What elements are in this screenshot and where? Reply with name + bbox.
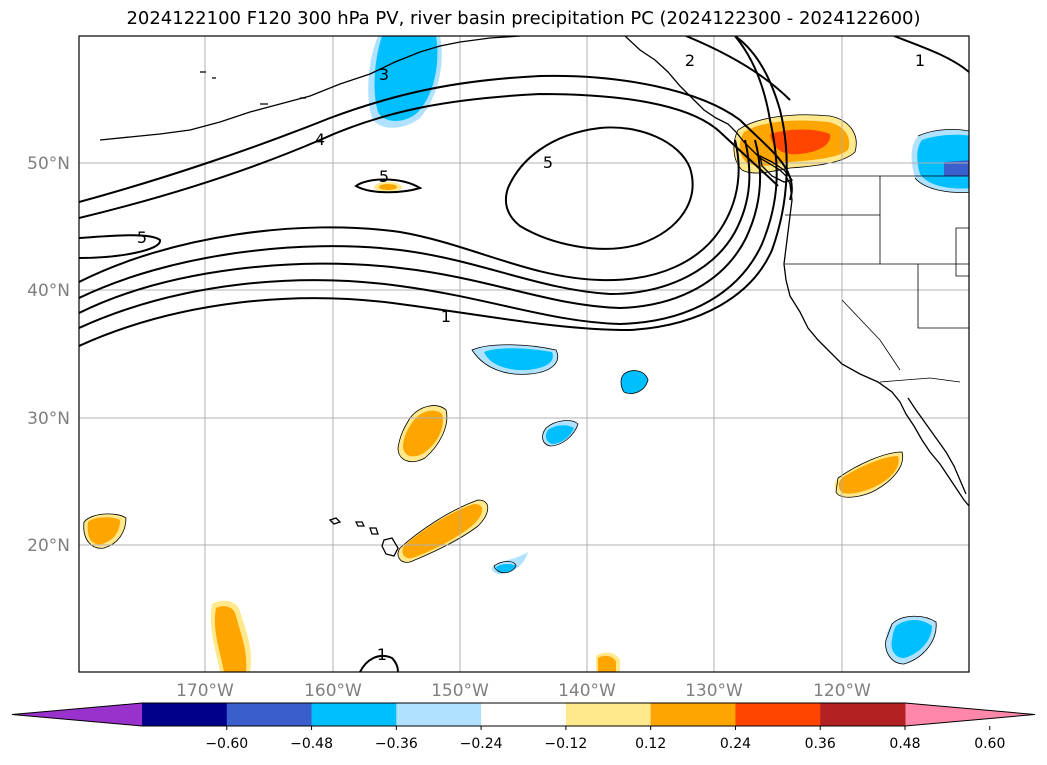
colorbar-bin [650, 703, 736, 726]
negative-area [374, 36, 438, 121]
contour-label: 2 [685, 51, 695, 70]
map-frame [78, 35, 970, 673]
colorbar-tick-label: −0.48 [290, 736, 333, 752]
lat-label-30n: 30°N [27, 409, 70, 429]
pv-contour-1c [79, 36, 788, 347]
positive-area [838, 456, 899, 494]
shading-outlines [83, 114, 969, 665]
lat-label-50n: 50°N [27, 154, 70, 174]
lon-label-140w: 140°W [558, 681, 616, 701]
colorbar-bin [481, 703, 567, 726]
lon-label-150w: 150°W [431, 681, 489, 701]
colorbar-tick-label: 0.12 [635, 736, 666, 752]
pv-contour-5-center [505, 126, 694, 250]
colorbar-bin [565, 703, 652, 726]
pv-contour-3 [79, 139, 740, 283]
colorbar-tick-label: −0.24 [460, 736, 503, 752]
contour-label: 1 [377, 645, 387, 664]
aleutian-coast [99, 41, 461, 141]
map-area: 3 4 5 5 5 1 2 1 1 [79, 36, 969, 672]
colorbar-extend-min [12, 703, 142, 726]
gridlines [79, 36, 969, 672]
colorbar-tick-label: −0.36 [375, 736, 418, 752]
us-mexico-border [879, 377, 961, 383]
pv-contours [79, 36, 969, 672]
colorbar-bin [820, 703, 906, 726]
bc-coast [624, 36, 791, 185]
contour-label: 1 [441, 307, 451, 326]
latitude-labels: 50°N 40°N 30°N 20°N [27, 154, 70, 556]
negative-area [484, 348, 553, 371]
precipitation-shading [83, 36, 969, 672]
lon-label-160w: 160°W [304, 681, 362, 701]
lat-label-40n: 40°N [27, 281, 70, 301]
negative-area [496, 563, 516, 573]
state-line-nv [917, 264, 969, 329]
positive-area [402, 410, 443, 457]
positive-area [87, 517, 120, 545]
figure-title: 2024122100 F120 300 hPa PV, river basin … [126, 8, 921, 29]
contour-label: 5 [137, 228, 147, 247]
contour-labels: 3 4 5 5 5 1 2 1 1 [137, 51, 925, 664]
strong-negative-area [944, 160, 969, 176]
colorbar-bin [396, 703, 482, 726]
colorbar-tick-label: 0.48 [889, 736, 920, 752]
colorbar-bin [311, 703, 397, 726]
contour-label: 4 [315, 130, 325, 149]
pv-contour-1-bottom [359, 654, 399, 672]
pv-contour-1 [79, 139, 762, 314]
pv-contour-4b [79, 92, 779, 219]
negative-area [621, 370, 648, 394]
colorbar-bin [142, 703, 228, 726]
colorbar-tick-label: 0.36 [805, 736, 836, 752]
colorbar-tick-label: −0.60 [205, 736, 248, 752]
contour-label: 5 [543, 153, 553, 172]
lat-label-20n: 20°N [27, 536, 70, 556]
pv-contour-4 [79, 74, 793, 203]
contour-label: 5 [379, 167, 389, 186]
state-line-ca-nv [841, 299, 901, 371]
pv-contour-5-left [79, 234, 161, 259]
longitude-labels: 170°W 160°W 150°W 140°W 130°W 120°W [176, 681, 871, 701]
colorbar-outline [11, 702, 1036, 727]
lon-label-120w: 120°W [813, 681, 871, 701]
contour-label: 1 [915, 51, 925, 70]
pv-contour-1b [79, 36, 778, 329]
contour-label: 3 [379, 65, 389, 84]
colorbar: −0.60 −0.48 −0.36 −0.24 −0.12 0.12 0.24 0.36 0.4… [11, 702, 1036, 752]
negative-area [891, 620, 932, 658]
lon-label-170w: 170°W [176, 681, 234, 701]
colorbar-tick-label: −0.12 [544, 736, 587, 752]
pv-contour-5-small [354, 178, 423, 194]
colorbar-bin [226, 703, 313, 726]
coastlines [99, 36, 969, 557]
baja-coast [907, 397, 967, 495]
hawaii-islands [328, 517, 399, 557]
political-borders [785, 175, 969, 383]
negative-area [545, 425, 574, 444]
colorbar-tick-label: 0.60 [974, 736, 1005, 752]
alaska-coast [459, 36, 521, 43]
positive-area [598, 655, 616, 672]
state-line-ut [955, 227, 969, 277]
colorbar-bin [735, 703, 821, 726]
vancouver-island [759, 154, 794, 183]
small-islands [200, 71, 306, 105]
colorbar-tick-label: 0.24 [720, 736, 751, 752]
west-coast [783, 183, 969, 507]
lon-label-130w: 130°W [685, 681, 743, 701]
colorbar-extend-max [905, 703, 1035, 726]
pv-contour-2-top [685, 36, 791, 101]
pv-contour-1-top-right [893, 36, 969, 73]
pv-contour-2 [79, 139, 751, 299]
positive-area [214, 606, 247, 672]
positive-area [379, 184, 397, 190]
